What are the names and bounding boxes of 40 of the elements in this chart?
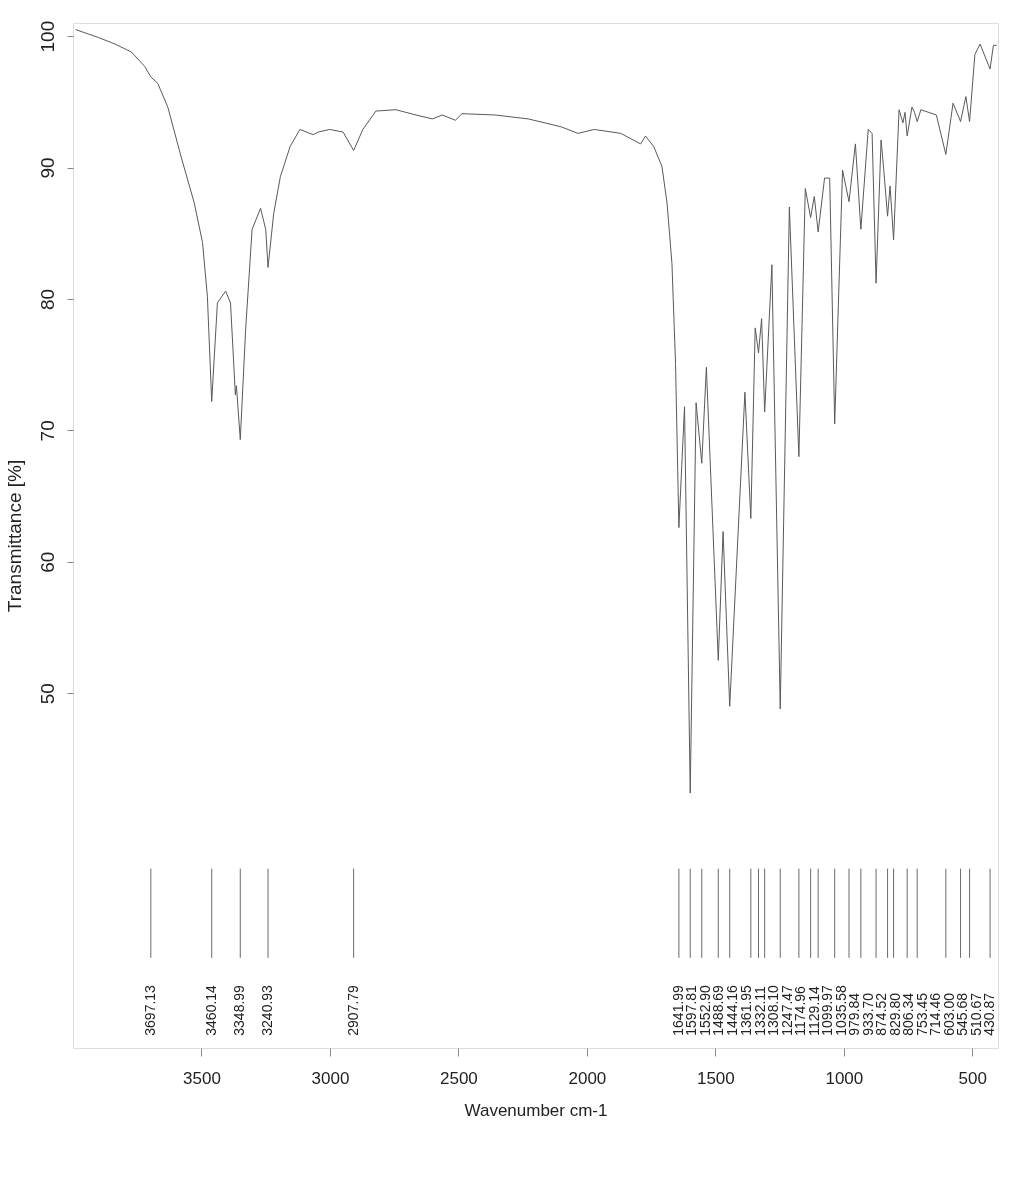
ref-line-label: 3348.99 — [231, 984, 248, 1036]
ref-line-label: 3697.13 — [141, 984, 158, 1036]
x-tick-label: 1000 — [825, 1068, 864, 1088]
y-tick-label: 50 — [36, 683, 58, 705]
ref-line-label: 510.67 — [967, 992, 984, 1036]
y-tick-label: 80 — [36, 288, 58, 311]
ref-line-label: 3460.14 — [202, 984, 219, 1036]
ref-line-label: 979.84 — [846, 992, 862, 1036]
ref-line-label: 3240.93 — [259, 984, 276, 1036]
ref-line-label: 1099.97 — [819, 984, 835, 1036]
ref-line-label: 1129.14 — [805, 985, 822, 1036]
y-tick-label: 70 — [36, 420, 58, 442]
ref-line-label: 1247.47 — [778, 984, 795, 1036]
x-tick-label: 2500 — [440, 1068, 478, 1088]
y-axis-title: Transmittance [%] — [3, 459, 25, 613]
ref-line-label: 1308.10 — [765, 984, 781, 1036]
ref-line-label: 430.87 — [981, 992, 997, 1036]
y-tick-label: 60 — [36, 551, 58, 573]
ref-line-label: 806.34 — [900, 992, 916, 1036]
x-tick-label: 3000 — [311, 1068, 350, 1088]
ref-line-label: 933.70 — [859, 992, 876, 1036]
x-tick-label: 500 — [958, 1068, 987, 1088]
x-tick-label: 3500 — [183, 1068, 221, 1088]
x-axis-title: Wavenumber cm-1 — [464, 1100, 608, 1120]
ref-line-label: 1174.96 — [792, 985, 808, 1036]
ref-line-label: 1332.11 — [751, 985, 768, 1036]
y-tick-label: 90 — [36, 157, 58, 179]
ref-line-label: 1035.58 — [832, 984, 849, 1036]
ref-line-label: 545.68 — [954, 992, 970, 1036]
ref-line-label: 714.46 — [927, 992, 943, 1036]
x-tick-label: 2000 — [568, 1068, 607, 1088]
ref-line-label: 829.80 — [886, 992, 903, 1036]
ref-line-label: 1641.99 — [669, 984, 686, 1036]
ref-line-label: 2907.79 — [344, 984, 361, 1036]
ref-line-label: 874.52 — [873, 992, 889, 1036]
ref-line-label: 603.00 — [940, 992, 957, 1036]
ref-line-label: 753.45 — [913, 992, 930, 1036]
ref-line-label: 1361.95 — [738, 984, 754, 1036]
x-tick-label: 1500 — [696, 1068, 735, 1088]
y-tick-label: 100 — [36, 20, 58, 53]
